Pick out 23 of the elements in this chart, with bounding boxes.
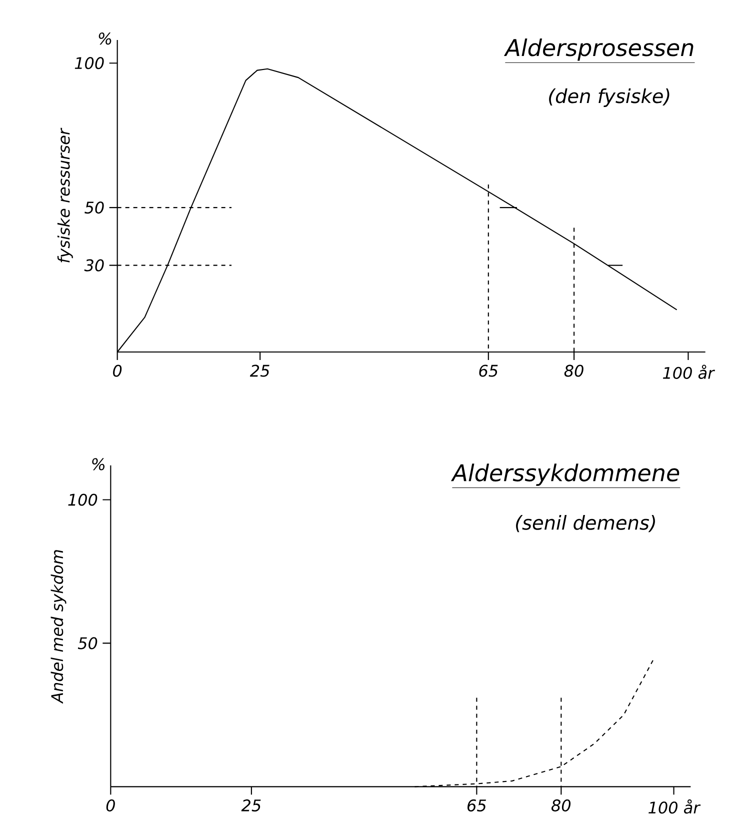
y-axis-title: Andel med sykdom	[50, 550, 66, 704]
y-axis-title: fysiske ressurser	[57, 128, 73, 262]
x-tick-label: 65	[468, 799, 486, 812]
x-tick-label: 25	[250, 364, 270, 377]
y-tick-label: 50	[78, 637, 98, 650]
x-tick-label: 80	[552, 799, 571, 812]
text: %	[92, 458, 104, 470]
chart-title: Alderssykdommene	[450, 464, 680, 486]
y-tick-label: 50	[84, 201, 104, 214]
y-tick-label: 100	[74, 57, 104, 70]
text: %	[98, 32, 112, 45]
y-tick-label: 30	[84, 259, 104, 272]
x-tick-label: 0	[106, 799, 115, 812]
y-tick-label: 100	[68, 494, 98, 506]
x-tick-label: 65	[479, 364, 498, 377]
x-tick-label: 0	[113, 364, 122, 377]
text: (den fysiske)	[549, 88, 670, 107]
x-tick-label: 25	[241, 799, 261, 812]
x-tick-label: 100 år	[662, 364, 716, 379]
x-tick-label: 100 år	[648, 799, 701, 814]
text: (senil demens)	[516, 515, 655, 532]
x-tick-label: 80	[564, 364, 584, 377]
chart-title: Aldersprosessen	[504, 38, 694, 61]
